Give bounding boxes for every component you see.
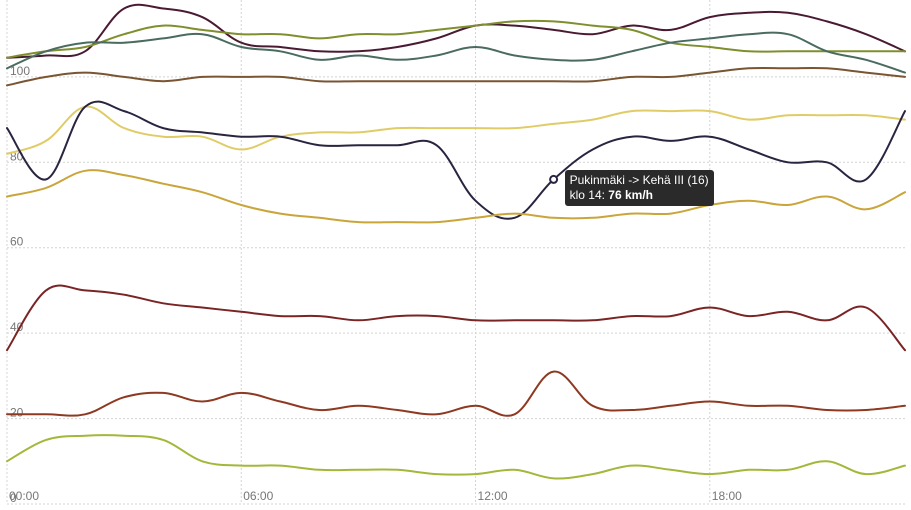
tooltip-speed: 76 km/h [608, 188, 653, 203]
tooltip-title: Pukinmäki -> Kehä III (16) [569, 173, 709, 188]
x-tick-label: 06:00 [243, 489, 273, 503]
series-lines [6, 3, 906, 480]
y-tick-label: 0 [10, 491, 17, 505]
series-line-6[interactable] [6, 100, 906, 220]
series-line-5[interactable] [6, 105, 906, 155]
y-tick-label: 20 [10, 406, 24, 420]
hover-marker-layer [549, 174, 559, 184]
y-tick-label: 40 [10, 320, 24, 334]
series-line-2[interactable] [6, 19, 906, 59]
hover-point-marker [549, 174, 559, 184]
x-tick-label: 18:00 [712, 489, 742, 503]
x-axis: 00:00 06:00 12:00 18:00 [9, 489, 742, 503]
series-line-1[interactable] [6, 3, 906, 59]
y-tick-label: 60 [10, 235, 24, 249]
grid [6, 0, 905, 505]
series-line-10[interactable] [6, 434, 906, 480]
tooltip-value-line: klo 14: 76 km/h [570, 188, 709, 203]
tooltip: Pukinmäki -> Kehä III (16) klo 14: 76 km… [564, 170, 714, 207]
series-line-7[interactable] [6, 169, 906, 224]
x-tick-label: 12:00 [478, 489, 508, 503]
x-tick-label: 00:00 [9, 489, 39, 503]
series-line-4[interactable] [6, 66, 906, 87]
tooltip-time: klo 14: [569, 188, 609, 203]
series-line-3[interactable] [6, 31, 906, 74]
series-line-8[interactable] [6, 284, 906, 352]
y-tick-label: 100 [10, 64, 30, 78]
series-line-9[interactable] [6, 370, 906, 417]
